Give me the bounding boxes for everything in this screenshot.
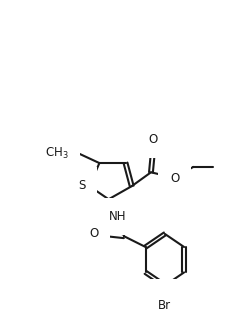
Text: O: O <box>170 172 180 185</box>
Text: Br: Br <box>158 299 171 312</box>
Text: O: O <box>89 228 99 240</box>
Text: CH$_3$: CH$_3$ <box>45 146 69 161</box>
Text: O: O <box>149 133 158 146</box>
Text: NH: NH <box>109 210 127 223</box>
Text: S: S <box>78 179 86 192</box>
